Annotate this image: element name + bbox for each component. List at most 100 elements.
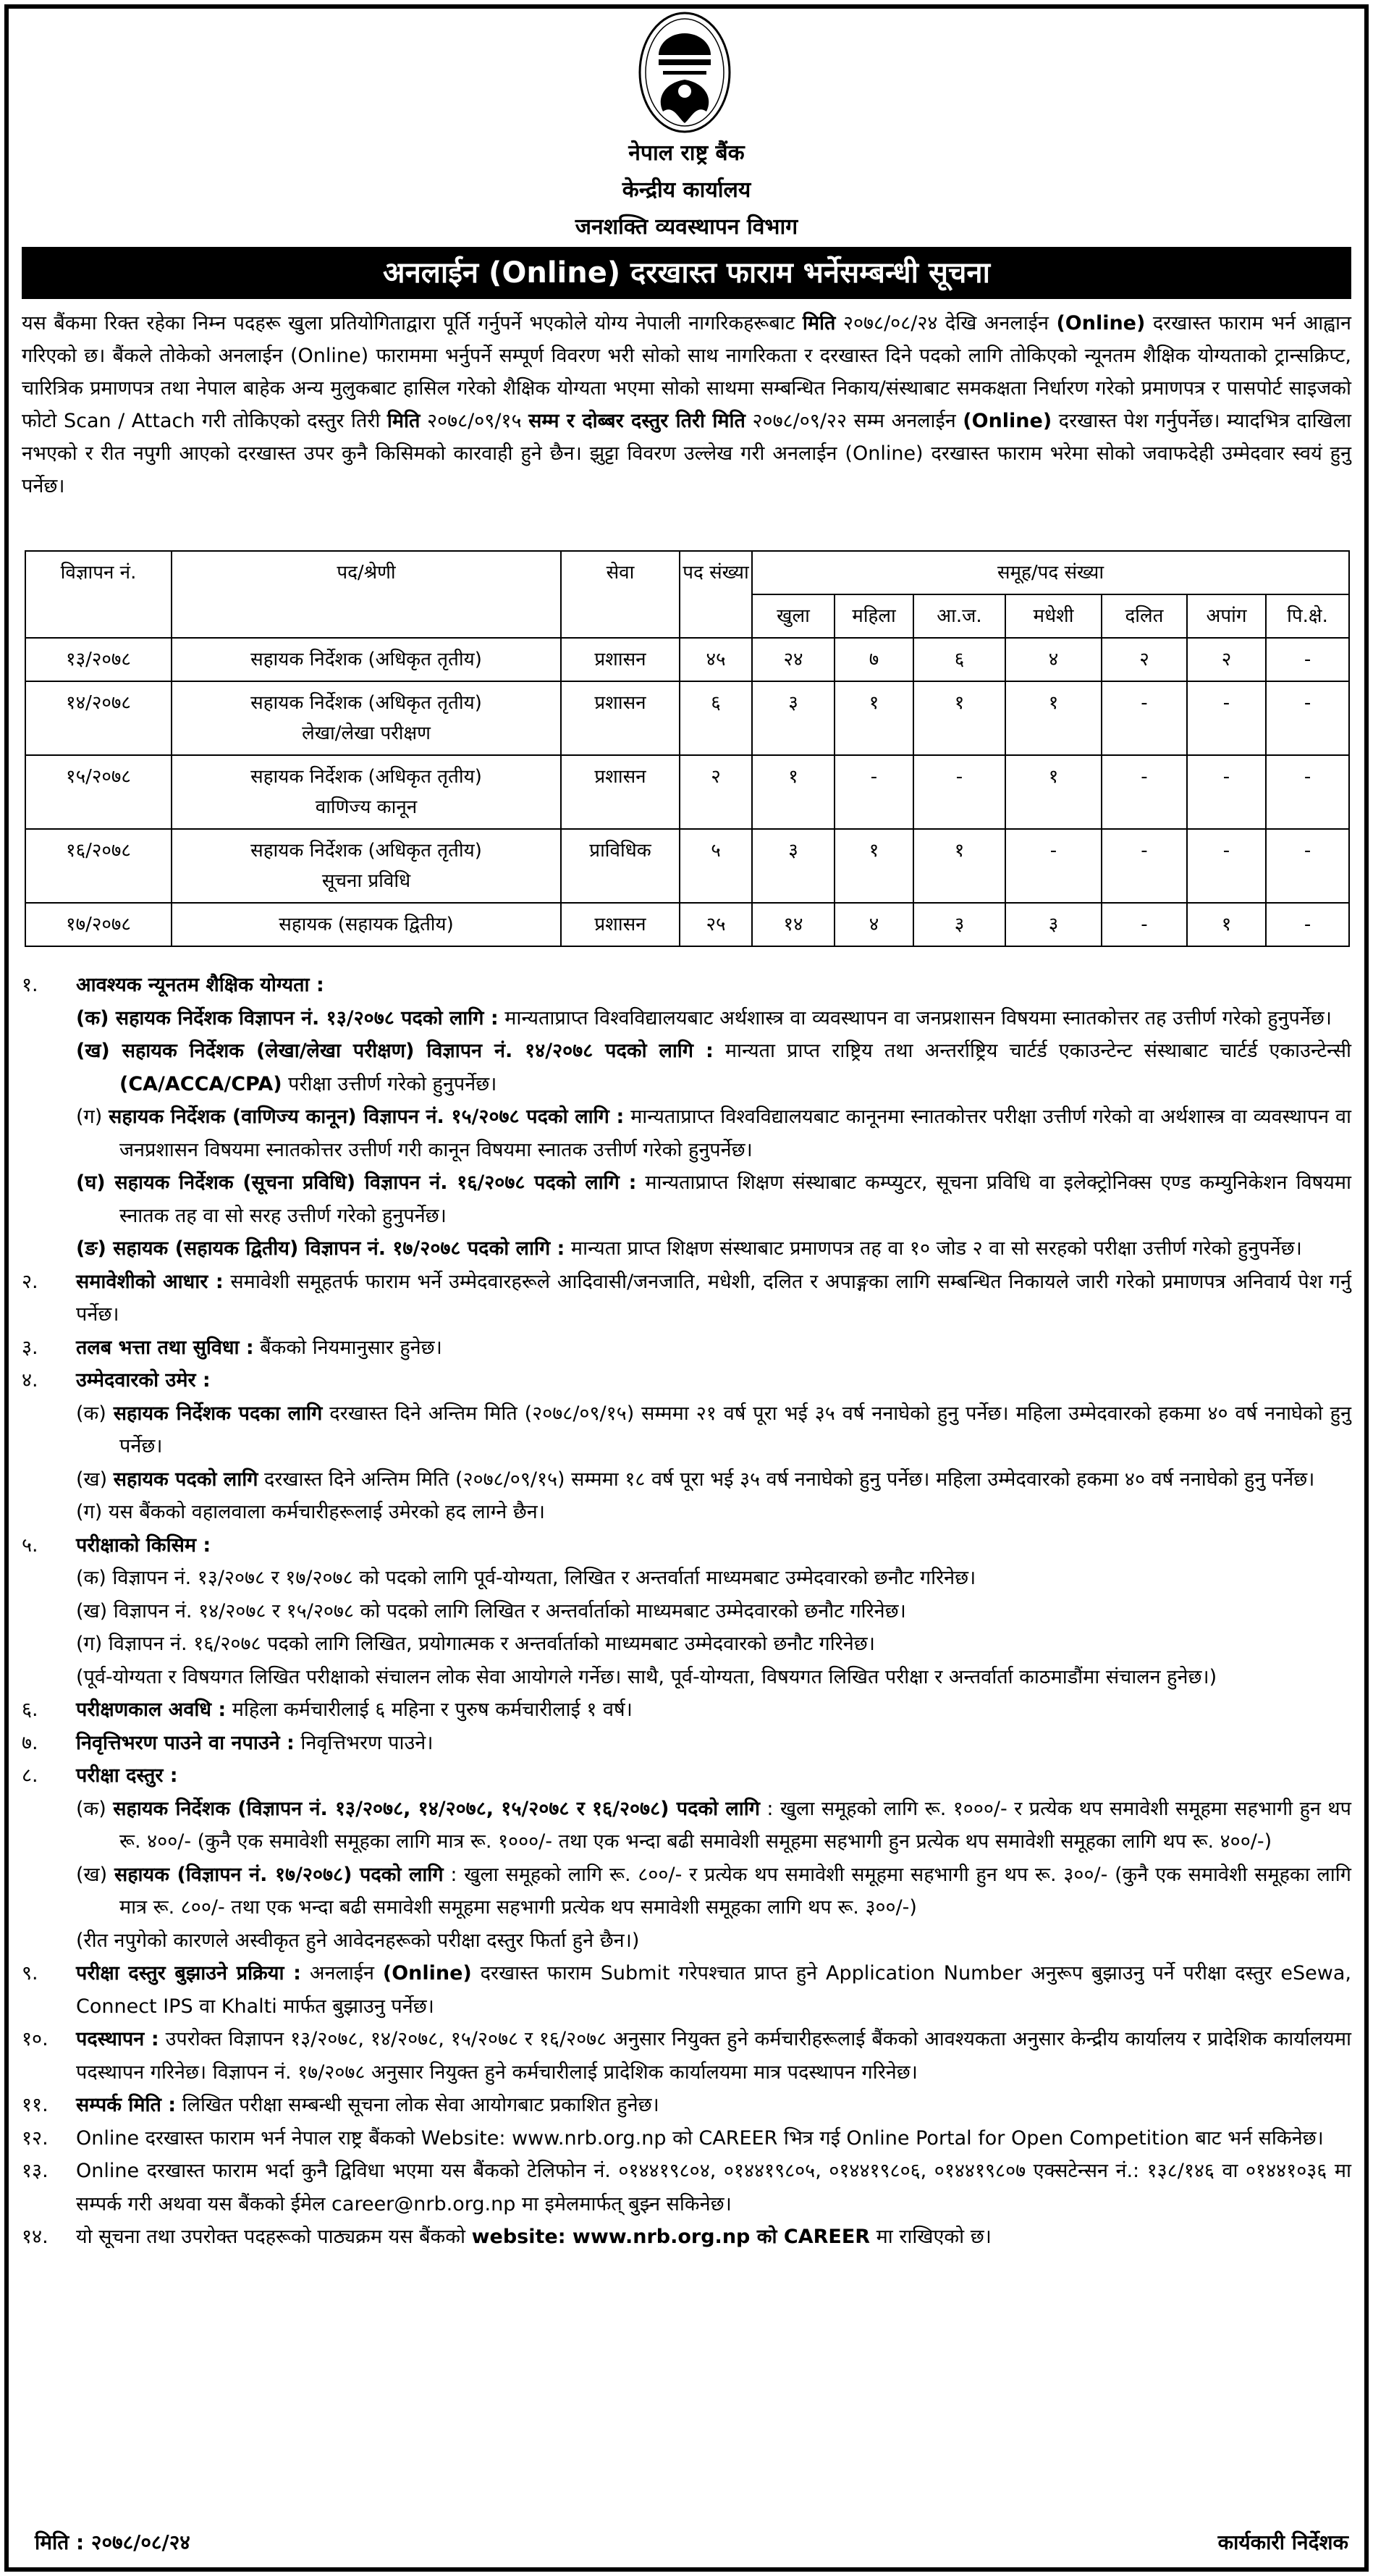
- section-item: २. समावेशीको आधार : समावेशी समूहतर्फ फारा…: [22, 1266, 1351, 1331]
- text-segment: मान्यता प्राप्त राष्ट्रिय तथा अन्तर्राष्…: [713, 1040, 1351, 1062]
- cell-group-count: ४: [1005, 637, 1102, 682]
- cell-group-count: -: [1186, 754, 1267, 830]
- text-segment: (क): [76, 1797, 114, 1820]
- cell-group-count: ६: [913, 637, 1006, 682]
- cell-post: सहायक निर्देशक (अधिकृत तृतीय) वाणिज्य कान…: [171, 754, 562, 830]
- nrb-seal-logo: [638, 12, 731, 133]
- sub-item: (क) सहायक निर्देशक (विज्ञापन नं. १३/२०७८…: [76, 1793, 1351, 1859]
- post-subject: सूचना प्रविधि: [321, 870, 411, 892]
- cell-group-count: २: [1101, 637, 1188, 682]
- header-group-0: खुला: [751, 594, 835, 639]
- text-segment: मा राखिएको छ।: [870, 2226, 992, 2248]
- header-group-2: आ.ज.: [913, 594, 1006, 639]
- section-text: निवृत्तिभरण पाउने वा नपाउने : निवृत्तिभर…: [76, 1727, 1351, 1760]
- cell-post-count: ६: [679, 681, 753, 756]
- sub-item: (ङ) सहायक (सहायक द्वितीय) विज्ञापन नं. १…: [76, 1232, 1351, 1266]
- text-segment: (रीत नपुगेको कारणले अस्वीकृत हुने आवेदनह…: [76, 1929, 640, 1952]
- section-item: ८. परीक्षा दस्तुर : (क) सहायक निर्देशक (वि…: [22, 1759, 1351, 1957]
- header-group-6: पि.क्षे.: [1264, 594, 1351, 639]
- cell-group-count: ४: [834, 902, 914, 947]
- text-segment: (ग) विज्ञापन नं. १६/२०७८ पदको लागि लिखित…: [76, 1633, 875, 1655]
- section-item: १. आवश्यक न्यूनतम शैक्षिक योग्यता : (क) सह…: [22, 969, 1351, 1266]
- section-text: तलब भत्ता तथा सुविधा : बैंकको नियमानुसार…: [76, 1331, 1351, 1365]
- text-segment: परीक्षणकाल अवधि :: [76, 1699, 227, 1721]
- cell-group-count: -: [1186, 681, 1267, 756]
- cell-ad-no: १७/२०७८: [25, 902, 172, 947]
- cell-ad-no: १४/२०७८: [25, 681, 172, 756]
- table-row: १७/२०७८ सहायक (सहायक द्वितीय) प्रशासन २५ १४ ४…: [25, 902, 1351, 947]
- text-segment: (पूर्व-योग्यता र विषयगत लिखित परीक्षाको …: [76, 1665, 1217, 1688]
- section-number: ८.: [22, 1764, 38, 1787]
- cell-ad-no: १३/२०७८: [25, 637, 172, 682]
- notice-title-banner: अनलाईन (Online) दरखास्त फाराम भर्नेसम्बन…: [22, 247, 1351, 299]
- text-segment: मान्यताप्राप्त विश्वविद्यालयबाट अर्थशास्…: [498, 1006, 1332, 1030]
- cell-post-count: ५: [679, 828, 753, 904]
- sub-item: (क) सहायक निर्देशक विज्ञापन नं. १३/२०७८ …: [76, 1002, 1351, 1035]
- office-name: केन्द्रीय कार्यालय: [622, 177, 751, 203]
- cell-group-count: -: [1264, 902, 1351, 947]
- cell-service: प्रशासन: [560, 754, 680, 830]
- cell-post: सहायक निर्देशक (अधिकृत तृतीय) लेखा/लेखा प…: [171, 681, 562, 756]
- section-number: ४.: [22, 1369, 38, 1392]
- cell-group-count: १: [1005, 681, 1102, 756]
- cell-group-count: -: [834, 754, 914, 830]
- sub-item: (घ) सहायक निर्देशक (सूचना प्रविधि) विज्ञ…: [76, 1166, 1351, 1232]
- text-segment: निवृत्तिभरण पाउने वा नपाउने :: [76, 1731, 295, 1754]
- header-post: पद/श्रेणी: [171, 550, 562, 639]
- cell-group-count: -: [1101, 681, 1188, 756]
- cell-service: प्रशासन: [560, 902, 680, 947]
- signatory: कार्यकारी निर्देशक: [1217, 2530, 1348, 2554]
- cell-group-count: -: [1264, 637, 1351, 682]
- header-post-count: पद संख्या: [679, 550, 753, 639]
- cell-service: प्रशासन: [560, 681, 680, 756]
- section-text: परीक्षणकाल अवधि : महिला कर्मचारीलाई ६ मह…: [76, 1693, 1351, 1727]
- cell-group-count: -: [1101, 902, 1188, 947]
- text-segment: मान्यताप्राप्त विश्वविद्यालयबाट कानूनमा …: [119, 1106, 1352, 1161]
- text-segment: मान्यताप्राप्त शिक्षण संस्थाबाट कम्प्युट…: [119, 1171, 1351, 1227]
- cell-ad-no: १६/२०७८: [25, 828, 172, 904]
- cell-group-count: १: [834, 681, 914, 756]
- cell-group-count: -: [913, 754, 1006, 830]
- section-item: ५. परीक्षाको किसिम : (क) विज्ञापन नं. १३/२…: [22, 1529, 1351, 1694]
- header-group: समूह/पद संख्या: [751, 550, 1351, 595]
- header-ad-no: विज्ञापन नं.: [25, 550, 172, 639]
- text-segment: आवश्यक न्यूनतम शैक्षिक योग्यता :: [76, 974, 324, 996]
- cell-post: सहायक निर्देशक (अधिकृत तृतीय) सूचना प्रवि…: [171, 828, 562, 904]
- cell-group-count: ३: [1005, 902, 1102, 947]
- text-segment: (CA/ACCA/CPA): [119, 1072, 282, 1095]
- cell-group-count: १: [913, 681, 1006, 756]
- cell-group-count: ३: [751, 828, 835, 904]
- section-number: ५.: [22, 1533, 38, 1557]
- table-row: १५/२०७८ सहायक निर्देशक (अधिकृत तृतीय) वाणि…: [25, 754, 1351, 830]
- intro-paragraph: यस बैंकमा रिक्त रहेका निम्न पदहरू खुला प…: [22, 307, 1351, 502]
- cell-group-count: १: [834, 828, 914, 904]
- text-segment: अनलाईन: [300, 1962, 383, 1984]
- cell-group-count: -: [1264, 754, 1351, 830]
- section-item: १४. यो सूचना तथा उपरोक्त पदहरूको पाठ्यक्र…: [22, 2221, 1351, 2254]
- text-segment: उपरोक्त विज्ञापन १३/२०७८, १४/२०७८, १५/२०…: [76, 2028, 1351, 2084]
- post-subject: वाणिज्य कानून: [315, 796, 418, 818]
- cell-group-count: -: [1101, 754, 1188, 830]
- text-segment: उम्मेदवारको उमेर :: [76, 1369, 211, 1392]
- section-item: १३. Online दरखास्त फाराम भर्दा कुनै द्विव…: [22, 2155, 1351, 2221]
- text-segment: दरखास्त फाराम Submit गरेपश्चात प्राप्त ह…: [76, 1962, 1351, 2018]
- section-text: परीक्षा दस्तुर :: [76, 1759, 1351, 1793]
- cell-post-count: २: [679, 754, 753, 830]
- text-segment: यस बैंकमा रिक्त रहेका निम्न पदहरू खुला प…: [22, 312, 803, 334]
- post-title: सहायक (सहायक द्वितीय): [279, 914, 454, 935]
- cell-group-count: १: [751, 754, 835, 830]
- text-segment: (क) विज्ञापन नं. १३/२०७८ र १७/२०७८ को पद…: [76, 1567, 976, 1589]
- text-segment: सहायक निर्देशक (सूचना प्रविधि) विज्ञापन …: [114, 1171, 637, 1194]
- text-segment: website: www.nrb.org.np को CAREER: [471, 2226, 871, 2248]
- text-segment: समावेशी समूहतर्फ फाराम भर्ने उम्मेदवारहर…: [76, 1270, 1351, 1326]
- header-group-3: मधेशी: [1005, 594, 1102, 639]
- post-title: सहायक निर्देशक (अधिकृत तृतीय): [250, 692, 482, 714]
- sub-item: (ग) सहायक निर्देशक (वाणिज्य कानून) विज्ञ…: [76, 1100, 1351, 1166]
- sub-item: (पूर्व-योग्यता र विषयगत लिखित परीक्षाको …: [76, 1661, 1351, 1694]
- cell-group-count: -: [1186, 828, 1267, 904]
- section-number: १२.: [22, 2126, 48, 2150]
- table-row: १६/२०७८ सहायक निर्देशक (अधिकृत तृतीय) सूचन…: [25, 828, 1351, 904]
- section-text: परीक्षा दस्तुर बुझाउने प्रक्रिया : अनलाई…: [76, 1957, 1351, 2023]
- text-segment: सम्म र दोब्बर दस्तुर तिरी मिति: [528, 410, 745, 432]
- text-segment: Online दरखास्त फाराम भर्दा कुनै द्विविधा…: [76, 2160, 1351, 2215]
